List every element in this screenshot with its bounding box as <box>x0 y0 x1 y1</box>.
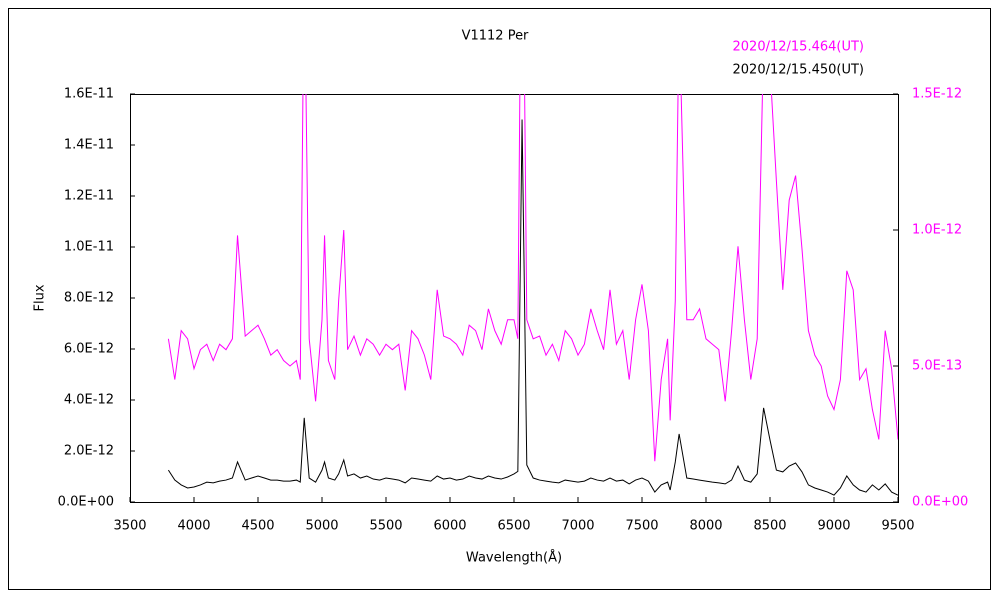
x-tick-label: 8000 <box>689 519 722 534</box>
x-tick-label: 7500 <box>625 519 658 534</box>
y2-tick-label: 1.5E-12 <box>912 87 962 102</box>
x-tick-label: 7000 <box>561 519 594 534</box>
x-axis-label: Wavelength(Å) <box>466 550 562 566</box>
y-tick-label: 1.0E-11 <box>64 240 114 255</box>
x-tick-label: 9500 <box>881 519 914 534</box>
series-line <box>167 94 898 462</box>
x-tick-label: 3500 <box>113 519 146 534</box>
y2-tick-label: 1.0E-12 <box>912 223 962 238</box>
y-tick-label: 1.6E-11 <box>64 87 114 102</box>
x-tick-label: 9000 <box>817 519 850 534</box>
y-axis-label: Flux <box>33 284 48 311</box>
x-tick-label: 4500 <box>241 519 274 534</box>
series-line <box>167 119 898 496</box>
y-tick-label: 2.0E-12 <box>64 444 114 459</box>
legend-label: 2020/12/15.450(UT) <box>733 63 864 78</box>
x-tick-label: 4000 <box>177 519 210 534</box>
y-tick-label: 4.0E-12 <box>64 393 114 408</box>
x-tick-label: 6500 <box>497 519 530 534</box>
chart-frame <box>8 8 991 590</box>
y-tick-label: 8.0E-12 <box>64 291 114 306</box>
x-tick-label: 6000 <box>433 519 466 534</box>
y2-tick-label: 5.0E-13 <box>912 359 962 374</box>
y-tick-label: 1.2E-11 <box>64 189 114 204</box>
y-tick-label: 6.0E-12 <box>64 342 114 357</box>
x-tick-label: 5500 <box>369 519 402 534</box>
y-tick-label: 0.0E+00 <box>58 495 114 510</box>
y-tick-label: 1.4E-11 <box>64 138 114 153</box>
x-tick-label: 8500 <box>753 519 786 534</box>
x-tick-label: 5000 <box>305 519 338 534</box>
y2-tick-label: 0.0E+00 <box>912 495 968 510</box>
legend-label: 2020/12/15.464(UT) <box>733 40 864 55</box>
chart-title: V1112 Per <box>462 29 529 44</box>
